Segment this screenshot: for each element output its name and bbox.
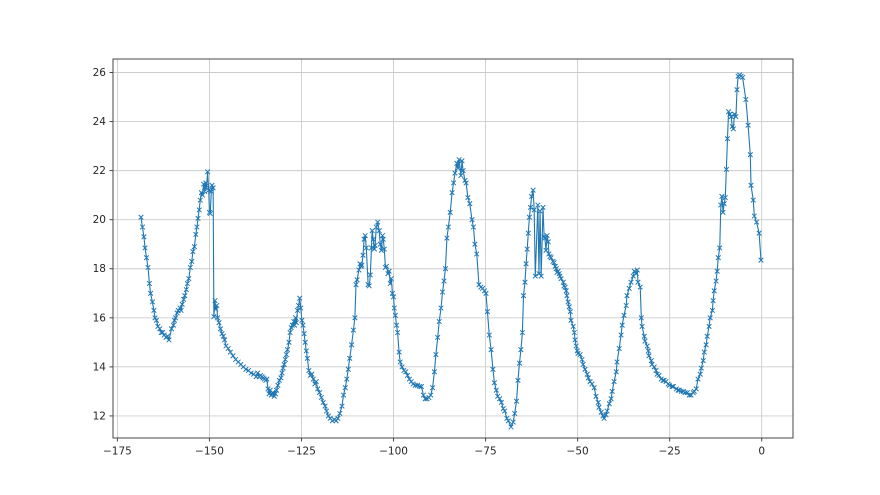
y-tick-label: 12 — [93, 410, 106, 422]
y-tick-label: 24 — [93, 116, 107, 128]
x-tick-label: −25 — [659, 446, 681, 458]
x-tick-label: −75 — [474, 446, 496, 458]
y-tick-label: 14 — [93, 361, 107, 373]
y-tick-label: 16 — [93, 312, 107, 324]
x-tick-label: −100 — [379, 446, 408, 458]
y-tick-label: 18 — [93, 263, 106, 275]
x-tick-label: 0 — [758, 446, 765, 458]
x-tick-label: −125 — [287, 446, 316, 458]
x-tick-label: −175 — [103, 446, 132, 458]
y-tick-label: 22 — [93, 165, 106, 177]
y-tick-label: 26 — [93, 67, 107, 79]
data-point-markers — [138, 72, 764, 430]
x-tick-label: −50 — [567, 446, 589, 458]
plot-spines — [112, 58, 794, 439]
y-tick-label: 20 — [93, 214, 106, 226]
x-tick-label: −150 — [195, 446, 224, 458]
